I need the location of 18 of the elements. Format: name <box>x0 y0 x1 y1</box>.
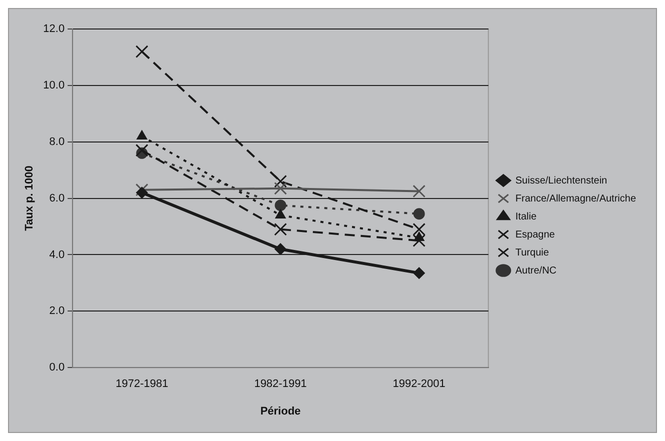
x-axis-title: Période <box>260 405 301 418</box>
y-tick-label: 6.0 <box>49 192 65 204</box>
legend-label: Suisse/Liechtenstein <box>515 175 608 186</box>
legend-label: Autre/NC <box>515 265 557 276</box>
legend-label: Italie <box>515 211 537 222</box>
x-tick-label: 1972-1981 <box>116 378 168 390</box>
legend-label: Espagne <box>515 229 556 240</box>
y-axis-title: Taux p. 1000 <box>24 166 36 231</box>
legend-label: France/Allemagne/Autriche <box>515 193 636 204</box>
legend-label: Turquie <box>515 247 550 258</box>
x-tick-label: 1982-1991 <box>254 378 307 390</box>
y-tick-label: 10.0 <box>43 79 65 92</box>
x-tick-label: 1992-2001 <box>392 378 446 390</box>
y-tick-label: 4.0 <box>49 248 65 261</box>
y-tick-label: 0.0 <box>49 362 65 374</box>
y-tick-label: 2.0 <box>49 305 65 318</box>
y-tick-label: 8.0 <box>49 136 65 148</box>
y-tick-label: 12.0 <box>43 23 65 36</box>
